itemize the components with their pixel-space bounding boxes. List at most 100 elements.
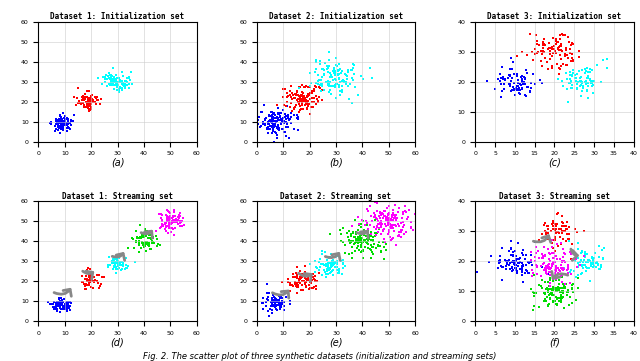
Point — [550, 237, 560, 243]
Point — [498, 76, 508, 82]
Point — [269, 118, 279, 124]
Point — [511, 253, 522, 259]
Point — [524, 270, 534, 276]
Point — [166, 219, 177, 225]
Point — [392, 217, 402, 223]
Point — [57, 297, 67, 303]
Point — [376, 231, 386, 236]
Point — [342, 234, 353, 240]
Point — [494, 260, 504, 266]
Point — [271, 297, 281, 303]
Point — [260, 122, 271, 128]
Point — [131, 239, 141, 244]
Point — [111, 87, 122, 93]
Point — [549, 45, 559, 51]
Point — [252, 110, 262, 116]
Point — [61, 125, 72, 131]
Point — [137, 240, 147, 246]
Point — [141, 229, 152, 235]
Point — [556, 272, 566, 278]
Point — [311, 84, 321, 90]
Point — [572, 85, 582, 91]
Point — [529, 290, 539, 296]
Point — [299, 84, 309, 90]
Point — [264, 118, 274, 124]
Point — [545, 277, 556, 283]
Point — [135, 222, 145, 228]
Point — [117, 266, 127, 272]
Point — [541, 223, 552, 229]
Point — [108, 256, 118, 262]
Point — [555, 268, 565, 274]
Point — [61, 306, 72, 312]
Point — [77, 93, 88, 99]
Point — [123, 245, 133, 251]
Point — [583, 74, 593, 79]
Point — [113, 86, 124, 92]
Point — [56, 119, 66, 125]
Point — [55, 130, 65, 136]
Point — [79, 104, 89, 110]
Point — [512, 87, 522, 93]
Point — [561, 281, 571, 287]
Point — [311, 80, 321, 86]
Point — [326, 262, 336, 268]
Point — [568, 249, 578, 255]
Point — [266, 114, 276, 119]
Point — [549, 255, 559, 261]
Point — [521, 252, 531, 258]
Point — [276, 119, 287, 125]
Point — [278, 115, 288, 121]
Point — [555, 256, 565, 262]
Point — [53, 125, 63, 130]
Point — [310, 69, 320, 75]
Point — [310, 278, 320, 284]
Point — [63, 124, 74, 130]
Point — [271, 114, 282, 120]
Point — [310, 258, 320, 264]
Point — [564, 46, 575, 52]
Point — [341, 79, 351, 85]
Point — [522, 68, 532, 73]
Point — [85, 278, 95, 284]
Point — [332, 81, 342, 87]
Point — [289, 105, 299, 111]
Point — [356, 237, 366, 243]
Point — [51, 303, 61, 309]
Point — [63, 121, 73, 127]
Point — [254, 114, 264, 120]
Point — [536, 283, 546, 289]
Point — [337, 89, 347, 95]
Point — [78, 97, 88, 103]
Point — [86, 275, 97, 281]
Point — [330, 260, 340, 265]
Point — [568, 70, 579, 75]
Point — [582, 65, 593, 70]
Point — [294, 97, 305, 103]
Point — [353, 239, 364, 245]
Point — [292, 89, 302, 95]
Point — [291, 270, 301, 276]
Point — [62, 303, 72, 309]
Point — [267, 298, 277, 304]
Point — [550, 227, 560, 232]
Point — [275, 306, 285, 312]
Point — [54, 119, 65, 125]
Point — [311, 59, 321, 65]
Point — [165, 214, 175, 219]
Point — [358, 247, 369, 252]
Point — [353, 214, 364, 220]
Point — [58, 119, 68, 125]
Point — [541, 231, 551, 237]
Point — [339, 78, 349, 83]
Point — [305, 84, 315, 90]
Point — [296, 106, 306, 112]
Point — [336, 231, 346, 237]
Point — [268, 123, 278, 129]
Point — [557, 265, 568, 271]
Point — [554, 47, 564, 53]
Point — [275, 300, 285, 306]
Point — [517, 49, 527, 55]
Point — [113, 82, 123, 88]
Point — [56, 119, 66, 125]
